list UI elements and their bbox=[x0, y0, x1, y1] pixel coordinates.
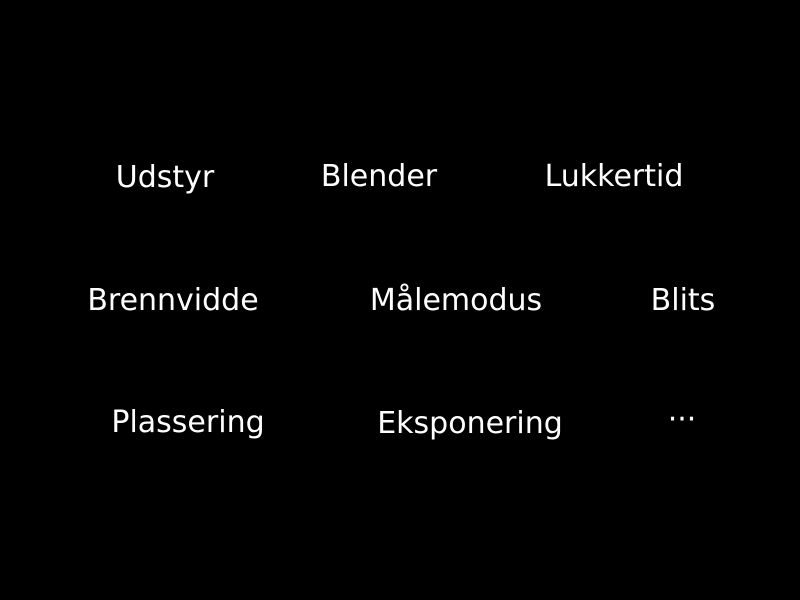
more-options-button[interactable]: ··· bbox=[667, 402, 697, 437]
menu-item-eksponering[interactable]: Eksponering bbox=[377, 406, 563, 441]
menu-item-blender[interactable]: Blender bbox=[320, 159, 438, 194]
menu-item-plassering[interactable]: Plassering bbox=[111, 405, 265, 440]
menu-item-lukkertid[interactable]: Lukkertid bbox=[544, 159, 684, 194]
menu-item-blits[interactable]: Blits bbox=[650, 283, 716, 318]
menu-item-malemodus[interactable]: Målemodus bbox=[369, 283, 543, 318]
menu-item-udstyr[interactable]: Udstyr bbox=[115, 160, 215, 195]
menu-item-brennvidde[interactable]: Brennvidde bbox=[87, 283, 259, 318]
